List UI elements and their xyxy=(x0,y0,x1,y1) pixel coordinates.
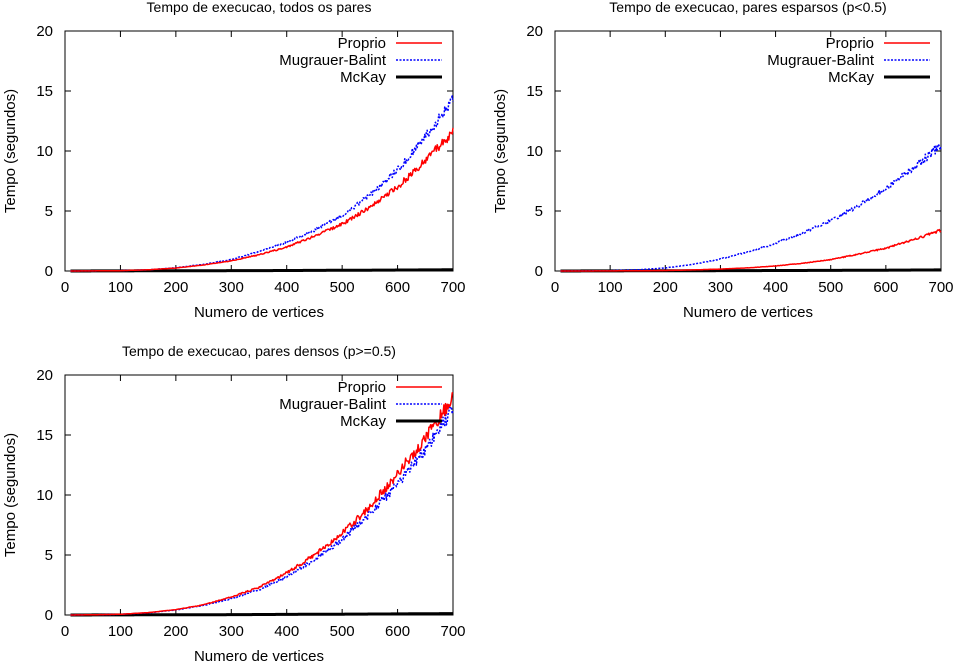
legend-label: McKay xyxy=(340,413,386,430)
chart-panel-2: Tempo de execucao, pares esparsos (p<0.5… xyxy=(492,0,954,321)
x-tick-label: 0 xyxy=(61,623,69,640)
plot-area-frame xyxy=(64,374,454,616)
y-tick-label: 5 xyxy=(45,203,53,220)
x-tick-label: 300 xyxy=(219,623,244,640)
y-axis-label: Tempo (segundos) xyxy=(2,89,19,213)
y-tick-label: 10 xyxy=(36,143,53,160)
series-line-mugrauer-balint xyxy=(70,95,454,272)
legend-label: Mugrauer-Balint xyxy=(279,396,387,413)
legend-label: Proprio xyxy=(826,35,874,52)
x-tick-label: 0 xyxy=(551,279,559,296)
y-tick-label: 5 xyxy=(45,547,53,564)
x-tick-label: 200 xyxy=(653,279,678,296)
series-line-proprio xyxy=(70,127,454,272)
x-tick-label: 500 xyxy=(818,279,843,296)
y-tick-label: 20 xyxy=(36,367,53,384)
y-tick-label: 0 xyxy=(45,263,53,280)
y-tick-label: 5 xyxy=(535,203,543,220)
series-line-proprio xyxy=(70,391,454,616)
x-tick-label: 500 xyxy=(330,279,355,296)
x-tick-label: 100 xyxy=(108,279,133,296)
y-tick-label: 0 xyxy=(535,263,543,280)
x-axis-label: Numero de vertices xyxy=(194,304,324,321)
x-tick-label: 700 xyxy=(440,279,465,296)
x-tick-label: 300 xyxy=(708,279,733,296)
legend-label: Proprio xyxy=(338,35,386,52)
x-tick-label: 400 xyxy=(763,279,788,296)
legend-label: Proprio xyxy=(338,379,386,396)
x-axis-label: Numero de vertices xyxy=(683,304,813,321)
x-tick-label: 600 xyxy=(385,279,410,296)
y-tick-label: 0 xyxy=(45,607,53,624)
x-tick-label: 600 xyxy=(385,623,410,640)
y-tick-label: 10 xyxy=(526,143,543,160)
y-tick-label: 10 xyxy=(36,487,53,504)
x-tick-label: 700 xyxy=(440,623,465,640)
y-tick-label: 20 xyxy=(526,23,543,40)
chart-title: Tempo de execucao, pares densos (p>=0.5) xyxy=(122,343,396,359)
y-tick-label: 15 xyxy=(526,83,543,100)
y-tick-label: 20 xyxy=(36,23,53,40)
y-tick-label: 15 xyxy=(36,83,53,100)
legend-label: Mugrauer-Balint xyxy=(279,52,387,69)
x-tick-label: 700 xyxy=(928,279,953,296)
chart-title: Tempo de execucao, todos os pares xyxy=(147,0,372,15)
legend-label: McKay xyxy=(340,69,386,86)
series-line-mckay xyxy=(69,612,454,617)
x-tick-label: 100 xyxy=(598,279,623,296)
legend-label: Mugrauer-Balint xyxy=(767,52,875,69)
legend-label: McKay xyxy=(828,69,874,86)
x-tick-label: 200 xyxy=(163,279,188,296)
plot-area-frame xyxy=(64,30,454,272)
x-tick-label: 500 xyxy=(330,623,355,640)
x-tick-label: 400 xyxy=(274,279,299,296)
x-tick-label: 400 xyxy=(274,623,299,640)
y-axis-label: Tempo (segundos) xyxy=(492,89,509,213)
series-line-mugrauer-balint xyxy=(70,406,454,616)
y-axis-label: Tempo (segundos) xyxy=(2,433,19,557)
plot-area-frame xyxy=(554,30,942,272)
chart-title: Tempo de execucao, pares esparsos (p<0.5… xyxy=(609,0,886,15)
x-tick-label: 600 xyxy=(873,279,898,296)
x-axis-label: Numero de vertices xyxy=(194,648,324,661)
y-tick-label: 15 xyxy=(36,427,53,444)
series-line-mugrauer-balint xyxy=(560,143,942,272)
x-tick-label: 300 xyxy=(219,279,244,296)
series-line-proprio xyxy=(560,228,942,272)
x-tick-label: 100 xyxy=(108,623,133,640)
x-tick-label: 200 xyxy=(163,623,188,640)
x-tick-label: 0 xyxy=(61,279,69,296)
chart-panel-3: Tempo de execucao, pares densos (p>=0.5)… xyxy=(2,343,466,661)
